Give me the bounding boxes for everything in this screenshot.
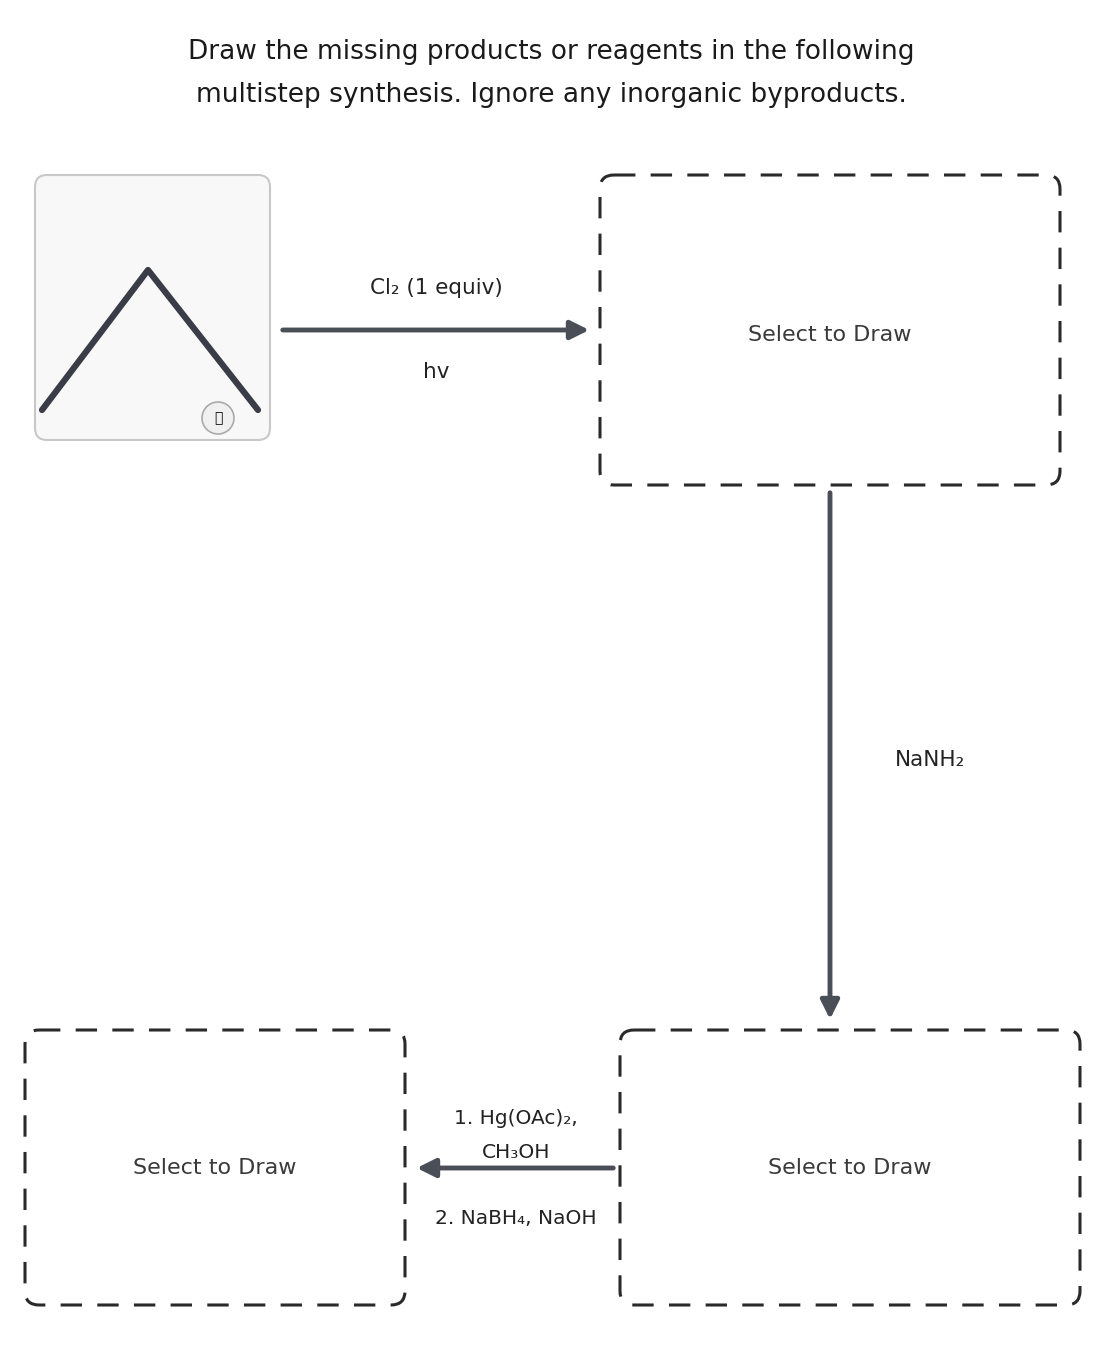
Text: Draw the missing products or reagents in the following: Draw the missing products or reagents in… [187, 40, 915, 66]
FancyBboxPatch shape [25, 1030, 406, 1305]
Text: Select to Draw: Select to Draw [768, 1158, 932, 1177]
Text: CH₃OH: CH₃OH [482, 1142, 550, 1161]
Text: 🔍: 🔍 [214, 411, 223, 425]
FancyBboxPatch shape [35, 175, 270, 440]
Text: 1. Hg(OAc)₂,: 1. Hg(OAc)₂, [454, 1108, 577, 1127]
Text: Select to Draw: Select to Draw [748, 325, 911, 346]
Text: Select to Draw: Select to Draw [133, 1158, 296, 1177]
Text: hv: hv [423, 362, 450, 382]
Circle shape [202, 402, 234, 434]
Text: NaNH₂: NaNH₂ [895, 750, 965, 770]
Text: Cl₂ (1 equiv): Cl₂ (1 equiv) [369, 279, 503, 298]
FancyBboxPatch shape [620, 1030, 1080, 1305]
Text: multistep synthesis. Ignore any inorganic byproducts.: multistep synthesis. Ignore any inorgani… [195, 82, 907, 108]
FancyBboxPatch shape [599, 175, 1060, 485]
Text: 2. NaBH₄, NaOH: 2. NaBH₄, NaOH [435, 1209, 597, 1228]
